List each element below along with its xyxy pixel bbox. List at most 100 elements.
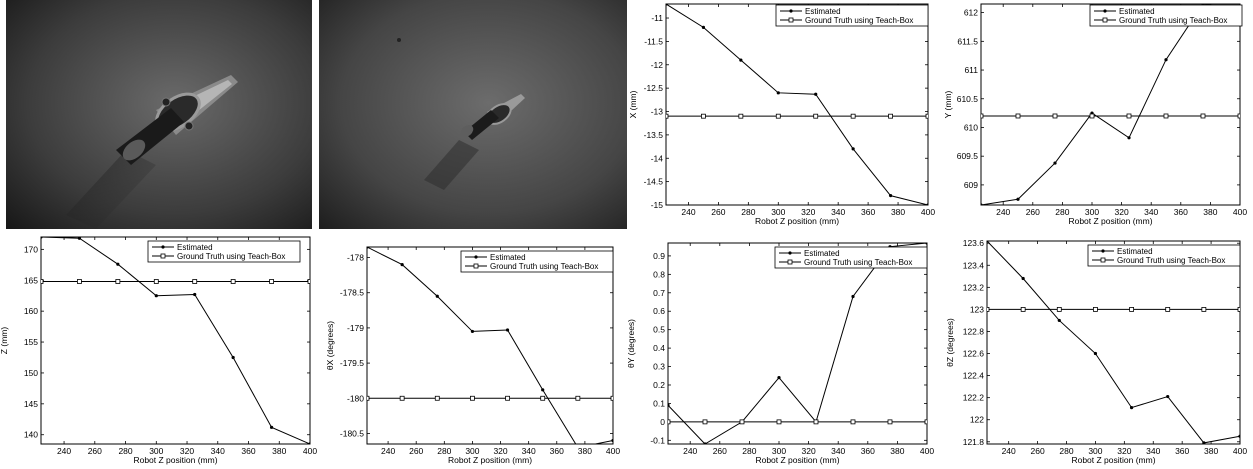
data-point-estimated	[926, 203, 928, 205]
y-tick-label: 122.6	[963, 349, 985, 359]
data-point-estimated	[666, 4, 668, 6]
y-tick-label: -180.5	[340, 428, 364, 438]
legend-label: Estimated	[177, 243, 213, 252]
x-axis-label: Robot Z position (mm)	[755, 216, 839, 226]
x-tick-label: 360	[241, 446, 255, 456]
data-point-estimated	[1016, 197, 1020, 201]
data-point-ground-truth	[701, 113, 706, 119]
data-point-estimated	[611, 438, 613, 443]
data-point-ground-truth	[434, 395, 440, 401]
y-axis-label: θY (degrees)	[626, 319, 636, 368]
x-tick-label: 240	[1002, 446, 1016, 456]
y-axis-label: θZ (degrees)	[945, 318, 955, 367]
data-point-ground-truth	[115, 279, 121, 284]
data-point-estimated	[1238, 434, 1240, 438]
legend-marker-estimated	[161, 245, 165, 249]
x-tick-label: 340	[831, 207, 845, 217]
legend-label: Estimated	[805, 7, 841, 16]
series-line-estimated	[666, 4, 928, 205]
data-point-ground-truth	[776, 419, 782, 425]
data-point-ground-truth	[981, 113, 984, 119]
x-tick-label: 340	[211, 446, 225, 456]
data-point-ground-truth	[610, 395, 613, 401]
x-tick-label: 340	[1146, 446, 1160, 456]
data-point-estimated	[367, 247, 369, 249]
y-tick-label: -13.5	[644, 130, 664, 140]
data-point-ground-truth	[666, 113, 669, 119]
x-tick-label: 300	[772, 446, 786, 456]
x-tick-label: 380	[272, 446, 286, 456]
legend-box	[774, 246, 928, 269]
x-tick-label: 240	[996, 207, 1010, 217]
data-point-estimated	[400, 262, 404, 267]
data-point-ground-truth	[887, 419, 893, 425]
data-point-estimated	[1202, 441, 1206, 444]
plot-frame	[40, 236, 311, 445]
plot-frame	[986, 240, 1241, 445]
data-point-estimated	[668, 403, 670, 407]
y-tick-label: 123.2	[963, 282, 985, 292]
data-point-estimated	[193, 292, 197, 297]
x-tick-label: 340	[831, 446, 845, 456]
y-tick-label: 123.6	[963, 238, 985, 248]
data-point-estimated	[1021, 276, 1025, 281]
data-point-ground-truth	[153, 279, 159, 284]
x-axis-label: Robot Z position (mm)	[1071, 455, 1155, 465]
legend-label: Estimated	[804, 249, 840, 258]
data-point-ground-truth	[1237, 113, 1240, 119]
data-point-estimated	[154, 294, 158, 298]
y-tick-label: 165	[24, 275, 38, 285]
y-tick-label: -12	[651, 60, 664, 70]
legend-label: Ground Truth using Teach-Box	[177, 252, 285, 261]
y-tick-label: 610	[964, 122, 978, 132]
x-tick-label: 260	[88, 446, 102, 456]
y-tick-label: 123	[970, 304, 984, 314]
chart-y-position: 240 260 280 300 320 340 360 380 400 609 609.5 610 61…	[943, 3, 1247, 226]
data-point-ground-truth	[540, 395, 546, 401]
y-tick-label: 155	[24, 337, 38, 347]
x-tick-label: 380	[891, 207, 905, 217]
x-tick-label: 240	[681, 207, 695, 217]
legend-box	[1089, 4, 1243, 27]
y-tick-label: 0.2	[653, 380, 665, 390]
data-point-estimated	[701, 25, 706, 29]
data-point-estimated	[77, 237, 82, 240]
y-axis-label: Z (mm)	[0, 327, 9, 355]
y-tick-label: 150	[24, 368, 38, 378]
data-point-ground-truth	[505, 395, 510, 401]
data-point-ground-truth	[1129, 307, 1134, 312]
x-tick-label: 360	[1174, 207, 1188, 217]
x-tick-label: 320	[802, 446, 816, 456]
y-tick-label: 0.4	[653, 343, 665, 353]
y-tick-label: 0	[660, 417, 665, 427]
x-tick-label: 380	[578, 446, 592, 456]
data-point-estimated	[814, 92, 818, 96]
data-point-ground-truth	[192, 279, 198, 284]
y-tick-label: 122.2	[963, 393, 985, 403]
data-point-estimated	[1053, 161, 1057, 165]
legend-box	[460, 250, 614, 273]
data-point-estimated	[1127, 136, 1131, 140]
data-point-ground-truth	[739, 419, 745, 425]
data-point-estimated	[981, 203, 983, 205]
x-tick-label: 260	[713, 446, 727, 456]
data-point-ground-truth	[738, 113, 744, 119]
y-axis-label: θX (degrees)	[325, 321, 335, 370]
data-point-estimated	[1057, 318, 1061, 323]
data-point-ground-truth	[1015, 113, 1021, 119]
legend-marker-estimated	[1101, 249, 1105, 253]
y-tick-label: 0.5	[653, 325, 665, 335]
x-tick-label: 400	[1233, 207, 1247, 217]
plot-area	[367, 247, 613, 444]
legend-label: Estimated	[1119, 7, 1155, 16]
y-tick-label: -14	[651, 153, 664, 163]
handle-photo-far-icon	[319, 0, 627, 229]
y-tick-label: 122	[970, 415, 984, 425]
data-point-estimated	[541, 388, 545, 392]
x-tick-label: 400	[1233, 446, 1247, 456]
legend-label: Ground Truth using Teach-Box	[805, 16, 913, 25]
data-point-ground-truth	[470, 395, 475, 401]
camera-image-far	[319, 0, 627, 229]
legend-marker-ground-truth	[473, 263, 479, 269]
